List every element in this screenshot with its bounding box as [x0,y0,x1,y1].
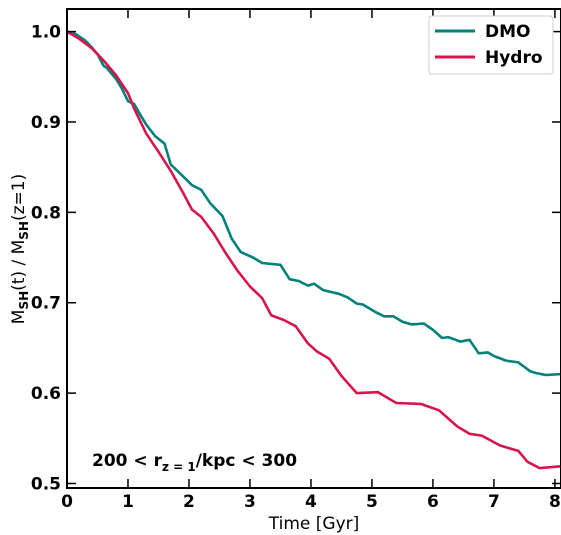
legend-label-dmo: DMO [485,22,530,42]
y-tick-label: 0.9 [31,113,61,133]
y-tick-label: 0.7 [31,294,61,314]
x-tick-label: 7 [488,492,500,512]
y-tick-label: 0.6 [31,384,61,404]
y-tick-label: 0.5 [31,474,61,494]
x-tick-label: 8 [549,492,561,512]
y-axis-label: MSH(t) / MSH(z=1) [9,174,31,324]
ticks-layer: 0 1 2 3 4 5 6 7 8 0.5 0.6 0.7 0.8 0.9 1.0 [31,9,561,512]
x-tick-label: 1 [122,492,134,512]
annotation-radius-range: 200 < rz = 1/kpc < 300 [92,451,297,474]
x-tick-label: 6 [427,492,439,512]
legend-label-hydro: Hydro [485,48,543,68]
x-axis-label: Time [Gyr] [268,514,360,534]
series-line-hydro [67,30,561,470]
x-tick-label: 5 [366,492,378,512]
legend: DMO Hydro [428,15,554,75]
series-layer [67,30,561,470]
y-tick-label: 1.0 [31,23,61,43]
x-tick-label: 4 [305,492,317,512]
x-tick-label: 3 [244,492,256,512]
series-line-dmo [67,30,561,377]
x-tick-label: 2 [183,492,195,512]
y-tick-label: 0.8 [31,203,61,223]
x-tick-label: 0 [61,492,73,512]
plot-frame [66,8,561,489]
